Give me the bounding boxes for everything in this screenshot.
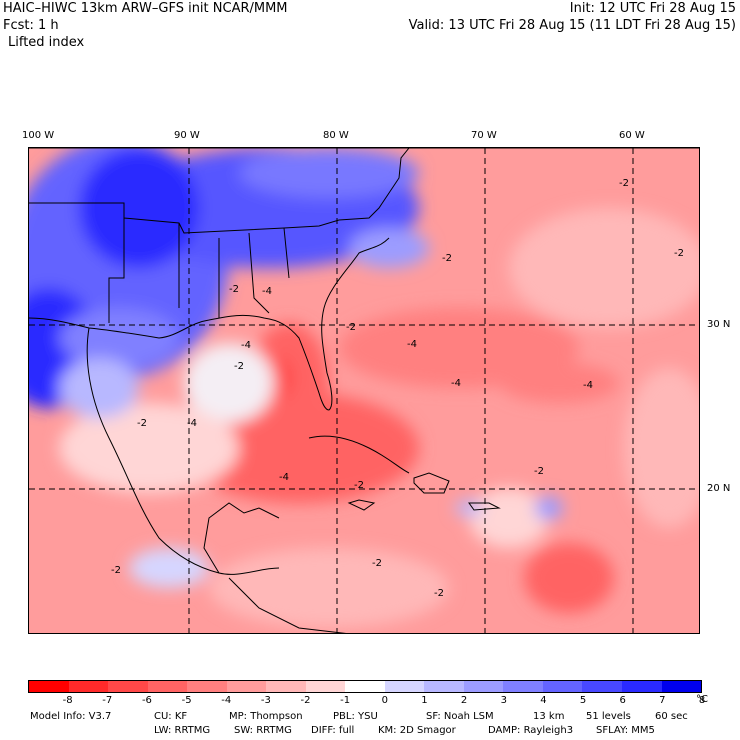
contour-label: -2	[534, 466, 544, 477]
field-shading	[29, 148, 699, 628]
colorbar-tick-label: 1	[421, 695, 428, 706]
colorbar-cell	[503, 681, 543, 692]
contour-label: -2	[434, 588, 444, 599]
colorbar-tick-label: -7	[102, 695, 113, 706]
footer-levels: 51 levels	[586, 711, 631, 722]
colorbar-tick-label: 5	[579, 695, 587, 706]
footer-sflay: SFLAY: MM5	[596, 725, 655, 736]
colorbar-cell	[582, 681, 622, 692]
colorbar-tick-label: -1	[340, 695, 351, 706]
footer-timestep: 60 sec	[655, 711, 688, 722]
init-time: Init: 12 UTC Fri 28 Aug 15	[569, 1, 736, 16]
contour-label: -4	[583, 380, 593, 391]
colorbar-cell	[108, 681, 148, 692]
colorbar-cell	[147, 681, 188, 692]
footer-lw: LW: RRTMG	[154, 725, 211, 736]
colorbar-cell	[68, 681, 109, 692]
coastlines	[29, 148, 699, 633]
colorbar-tick-label: 6	[619, 695, 626, 706]
valid-time: Valid: 13 UTC Fri 28 Aug 15 (11 LDT Fri …	[408, 18, 736, 33]
colorbar-cell	[661, 681, 702, 692]
footer-mp: MP: Thompson	[229, 711, 303, 722]
lon-label-80w: 80 W	[323, 130, 349, 141]
lifted-index-map: -2 -2 -2 -2 -4 -2 -4 -4 -2 -4 -4 -2 -4 -…	[28, 147, 700, 634]
colorbar-cell	[29, 681, 69, 692]
colorbar-cell	[226, 681, 267, 692]
contour-label: -4	[407, 339, 417, 350]
colorbar-cell	[345, 681, 385, 692]
colorbar-cell	[424, 681, 464, 692]
contour-label: -2	[354, 480, 364, 491]
contour-label: -4	[241, 340, 251, 351]
colorbar-tick-label: -6	[141, 695, 152, 706]
lat-label-20n: 20 N	[707, 483, 731, 494]
contour-label: -2	[229, 284, 239, 295]
footer-model-info: Model Info: V3.7	[30, 711, 112, 722]
footer-sw: SW: RRTMG	[234, 725, 292, 736]
colorbar-tick-label: -8	[62, 695, 73, 706]
colorbar-cell	[463, 681, 504, 692]
colorbar-tick-label: -2	[300, 695, 311, 706]
footer-pbl: PBL: YSU	[333, 711, 378, 722]
footer-km: KM: 2D Smagor	[378, 725, 456, 736]
contour-label: -2	[346, 322, 356, 333]
footer-diff: DIFF: full	[311, 725, 355, 736]
colorbar-tick-label: -3	[260, 695, 271, 706]
colorbar-cell	[542, 681, 583, 692]
colorbar-cell	[266, 681, 306, 692]
contour-label: -2	[372, 558, 382, 569]
colorbar-cell	[305, 681, 346, 692]
contour-label: -2	[674, 248, 684, 259]
contour-label: -4	[451, 378, 461, 389]
contour-label: -2	[619, 178, 629, 189]
footer-resolution: 13 km	[533, 711, 565, 722]
contour-label: -2	[234, 361, 244, 372]
colorbar-tick-label: 2	[460, 695, 468, 706]
forecast-hour: Fcst: 1 h	[3, 18, 59, 33]
contour-label: -4	[279, 472, 289, 483]
colorbar-tick-label: -4	[221, 695, 232, 706]
lon-label-70w: 70 W	[471, 130, 497, 141]
lon-label-100w: 100 W	[22, 130, 55, 141]
contour-label: -4	[187, 418, 197, 429]
footer-sf: SF: Noah LSM	[426, 711, 494, 722]
contour-label: -2	[442, 253, 452, 264]
contour-label: -2	[111, 565, 121, 576]
colorbar	[28, 680, 702, 693]
colorbar-tick-label: 4	[540, 695, 547, 706]
colorbar-unit: °C	[696, 694, 708, 705]
colorbar-cell	[187, 681, 227, 692]
footer-damp: DAMP: Rayleigh3	[488, 725, 574, 736]
lat-lon-grid	[29, 148, 699, 633]
colorbar-tick-label: -5	[181, 695, 192, 706]
lon-label-60w: 60 W	[619, 130, 645, 141]
contour-label: -2	[137, 418, 147, 429]
colorbar-tick-label: 8	[698, 695, 706, 706]
lon-label-90w: 90 W	[174, 130, 200, 141]
footer-cu: CU: KF	[154, 711, 188, 722]
model-title: HAIC–HIWC 13km ARW–GFS init NCAR/MMM	[3, 1, 288, 16]
field-name: Lifted index	[8, 35, 85, 50]
colorbar-cell	[621, 681, 662, 692]
contour-label: -4	[262, 286, 272, 297]
colorbar-tick-label: 3	[500, 695, 507, 706]
colorbar-tick-label: 7	[659, 695, 666, 706]
lat-label-30n: 30 N	[707, 319, 731, 330]
colorbar-cell	[384, 681, 425, 692]
colorbar-tick-label: 0	[381, 695, 388, 706]
